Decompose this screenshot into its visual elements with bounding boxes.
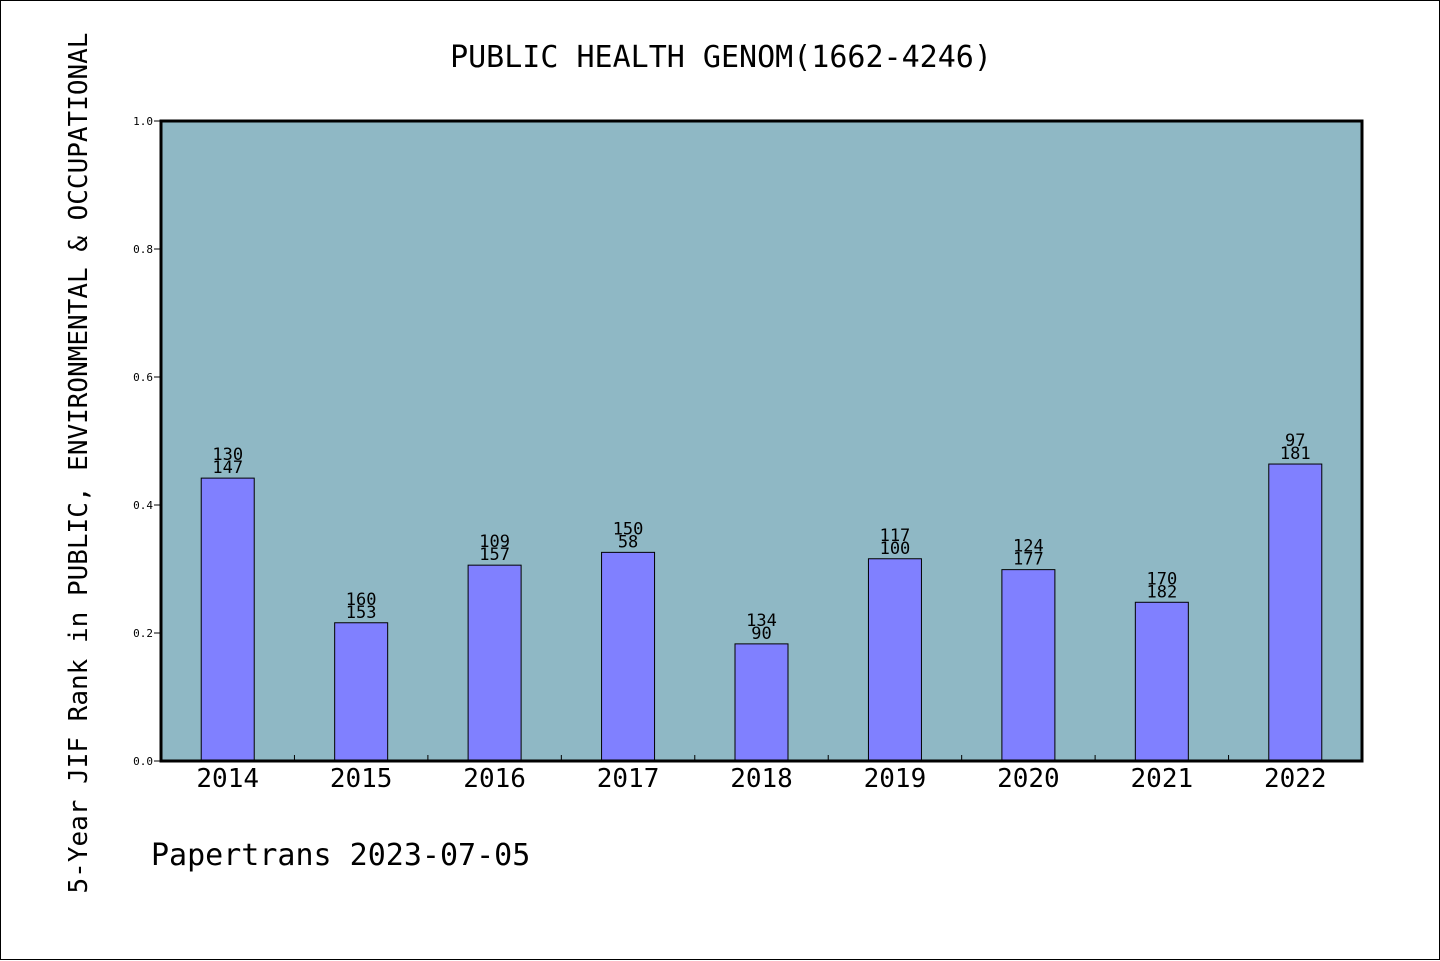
- bar-total-label: 181: [1280, 444, 1311, 464]
- x-tick-label: 2017: [597, 764, 660, 794]
- bar-rank-label: 170: [1146, 569, 1177, 589]
- bar-total-label: 100: [880, 539, 911, 559]
- x-tick-label: 2016: [463, 764, 526, 794]
- bar: [467, 564, 522, 762]
- bar: [334, 622, 389, 762]
- x-tick-label: 2019: [864, 764, 927, 794]
- bar-rank-label: 130: [212, 445, 243, 465]
- y-axis-label: 5-Year JIF Rank in PUBLIC, ENVIRONMENTAL…: [64, 33, 94, 894]
- x-tick-label: 2014: [196, 764, 259, 794]
- bar-rank-label: 134: [746, 611, 777, 631]
- bar: [1134, 601, 1189, 762]
- y-tick-label: 0.4: [133, 499, 153, 512]
- x-tick-label: 2022: [1264, 764, 1327, 794]
- bar-rank-label: 117: [880, 526, 911, 546]
- x-tick-label: 2015: [330, 764, 393, 794]
- bar-total-label: 157: [479, 545, 510, 565]
- bar-rank-label: 160: [346, 590, 377, 610]
- bar: [734, 643, 789, 762]
- bar-total-label: 182: [1146, 582, 1177, 602]
- bar-rank-label: 109: [479, 532, 510, 552]
- bar: [601, 551, 656, 762]
- y-tick-label: 0.0: [133, 755, 153, 768]
- y-tick-label: 1.0: [133, 115, 153, 128]
- x-tick-label: 2021: [1131, 764, 1194, 794]
- bar-total-label: 153: [346, 603, 377, 623]
- x-tick-label: 2020: [997, 764, 1060, 794]
- bar: [867, 558, 922, 762]
- bar-total-label: 177: [1013, 550, 1044, 570]
- bar-rank-label: 124: [1013, 537, 1044, 557]
- y-axis: 0.0 0.2 0.4 0.6 0.8 1.0: [133, 115, 161, 768]
- bar-total-label: 58: [618, 532, 638, 552]
- chart-title: PUBLIC HEALTH GENOM(1662-4246): [450, 40, 992, 75]
- bar: [1268, 463, 1323, 762]
- x-axis: 2014 2015 2016 2017 2018 2019 2020 2021 2022: [196, 755, 1327, 794]
- bar-rank-label: 97: [1285, 431, 1305, 451]
- bar-total-label: 90: [751, 624, 771, 644]
- bar: [200, 477, 255, 762]
- plot-border: [159, 119, 1364, 763]
- y-tick-label: 0.6: [133, 371, 153, 384]
- y-tick-label: 0.8: [133, 243, 153, 256]
- y-tick-label: 0.2: [133, 627, 153, 640]
- x-tick-label: 2018: [730, 764, 793, 794]
- bar: [1001, 569, 1056, 762]
- bar-total-label: 147: [212, 458, 243, 478]
- watermark-text: Papertrans 2023-07-05: [151, 838, 530, 873]
- bar-rank-label: 150: [613, 519, 644, 539]
